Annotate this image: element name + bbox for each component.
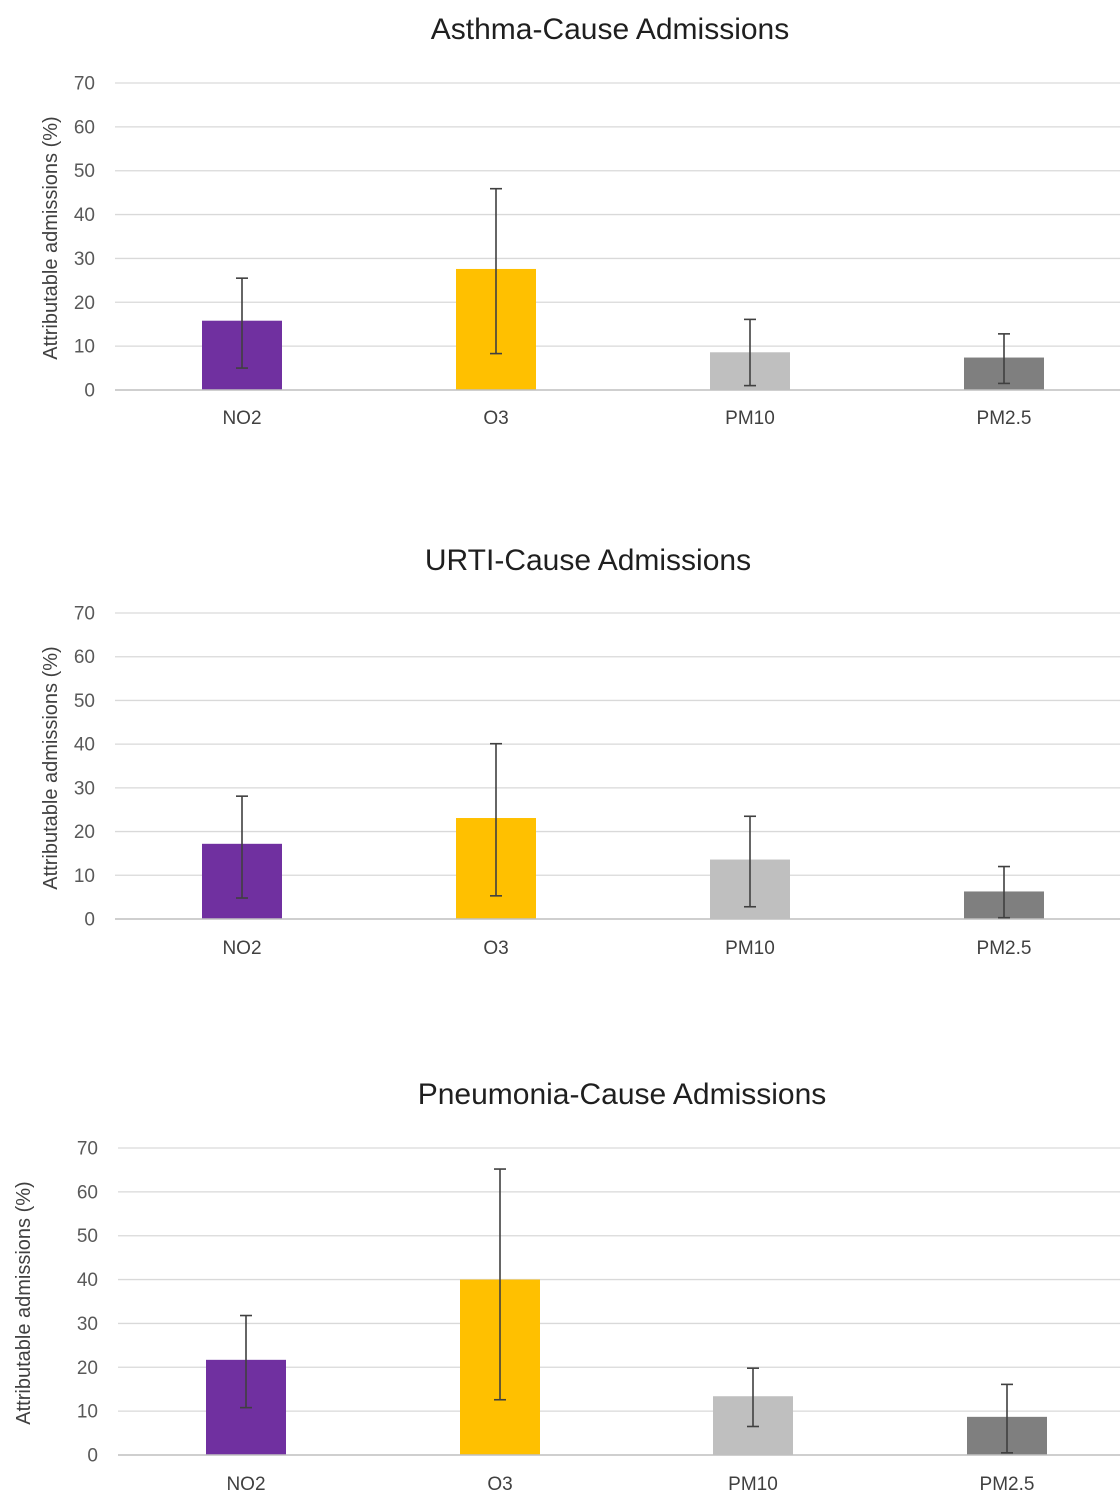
error-bars bbox=[236, 187, 1010, 387]
gridlines bbox=[115, 612, 1120, 876]
x-tick-label: NO2 bbox=[222, 408, 261, 429]
error-bar bbox=[490, 742, 502, 897]
bars bbox=[202, 268, 1044, 390]
x-tick-labels: NO2 O3 PM10 PM2.5 bbox=[222, 408, 1031, 429]
y-tick-label: 60 bbox=[77, 1182, 98, 1203]
x-tick-label: PM2.5 bbox=[977, 408, 1032, 429]
pneumonia-chart-svg: Pneumonia-Cause Admissions Attributable … bbox=[13, 1078, 1120, 1492]
y-tick-label: 0 bbox=[84, 381, 95, 402]
x-tick-label: PM10 bbox=[725, 408, 775, 429]
y-axis-label: Attributable admissions (%) bbox=[40, 646, 62, 889]
error-bar bbox=[747, 1367, 759, 1428]
x-tick-label: O3 bbox=[483, 408, 508, 429]
error-bar bbox=[1001, 1383, 1013, 1454]
bars bbox=[202, 818, 1044, 919]
urti-chart-svg: URTI-Cause Admissions Attributable admis… bbox=[40, 544, 1120, 959]
y-tick-label: 20 bbox=[74, 822, 95, 843]
error-bar bbox=[236, 277, 248, 369]
y-tick-label: 40 bbox=[77, 1270, 98, 1291]
pneumonia-chart: Pneumonia-Cause Admissions Attributable … bbox=[0, 1060, 1120, 1492]
y-tick-label: 50 bbox=[74, 161, 95, 182]
y-tick-labels: 0 10 20 30 40 50 60 70 bbox=[74, 74, 95, 402]
asthma-chart-svg: Asthma-Cause Admissions Attributable adm… bbox=[40, 13, 1120, 429]
y-tick-label: 10 bbox=[74, 866, 95, 887]
y-tick-label: 60 bbox=[74, 117, 95, 138]
y-tick-labels: 0 10 20 30 40 50 60 70 bbox=[74, 604, 95, 931]
y-axis-label: Attributable admissions (%) bbox=[13, 1181, 35, 1424]
gridlines bbox=[115, 82, 1120, 347]
x-tick-label: PM2.5 bbox=[977, 938, 1032, 959]
error-bars bbox=[236, 742, 1010, 919]
x-tick-label: PM2.5 bbox=[980, 1474, 1035, 1492]
x-tick-label: NO2 bbox=[226, 1474, 265, 1492]
y-tick-label: 0 bbox=[84, 910, 95, 931]
x-tick-labels: NO2 O3 PM10 PM2.5 bbox=[226, 1474, 1034, 1492]
y-tick-label: 40 bbox=[74, 205, 95, 226]
y-tick-label: 30 bbox=[77, 1314, 98, 1335]
y-tick-labels: 0 10 20 30 40 50 60 70 bbox=[77, 1139, 98, 1467]
x-tick-label: PM10 bbox=[728, 1474, 778, 1492]
asthma-chart: Asthma-Cause Admissions Attributable adm… bbox=[0, 0, 1120, 440]
y-tick-label: 0 bbox=[87, 1446, 98, 1467]
error-bar bbox=[494, 1168, 506, 1401]
y-axis-label: Attributable admissions (%) bbox=[40, 116, 62, 359]
y-tick-label: 40 bbox=[74, 735, 95, 756]
y-tick-label: 70 bbox=[77, 1139, 98, 1160]
y-tick-label: 70 bbox=[74, 74, 95, 95]
error-bar bbox=[240, 1314, 252, 1409]
chart-title: Asthma-Cause Admissions bbox=[431, 13, 789, 46]
y-tick-label: 60 bbox=[74, 647, 95, 668]
y-tick-label: 20 bbox=[74, 293, 95, 314]
x-tick-labels: NO2 O3 PM10 PM2.5 bbox=[222, 938, 1031, 959]
x-tick-label: O3 bbox=[487, 1474, 512, 1492]
error-bars bbox=[240, 1168, 1013, 1454]
x-tick-label: PM10 bbox=[725, 938, 775, 959]
y-tick-label: 10 bbox=[77, 1402, 98, 1423]
error-bar bbox=[744, 815, 756, 908]
error-bar bbox=[998, 865, 1010, 919]
error-bar bbox=[998, 333, 1010, 385]
y-tick-label: 30 bbox=[74, 249, 95, 270]
y-tick-label: 10 bbox=[74, 337, 95, 358]
x-tick-label: NO2 bbox=[222, 938, 261, 959]
y-tick-label: 20 bbox=[77, 1358, 98, 1379]
y-tick-label: 30 bbox=[74, 778, 95, 799]
x-tick-label: O3 bbox=[483, 938, 508, 959]
error-bar bbox=[744, 318, 756, 387]
y-tick-label: 70 bbox=[74, 604, 95, 625]
urti-chart: URTI-Cause Admissions Attributable admis… bbox=[0, 530, 1120, 970]
chart-title: Pneumonia-Cause Admissions bbox=[418, 1078, 827, 1111]
chart-title: URTI-Cause Admissions bbox=[425, 544, 751, 577]
y-tick-label: 50 bbox=[74, 691, 95, 712]
y-tick-label: 50 bbox=[77, 1226, 98, 1247]
error-bar bbox=[236, 795, 248, 899]
error-bar bbox=[490, 187, 502, 355]
